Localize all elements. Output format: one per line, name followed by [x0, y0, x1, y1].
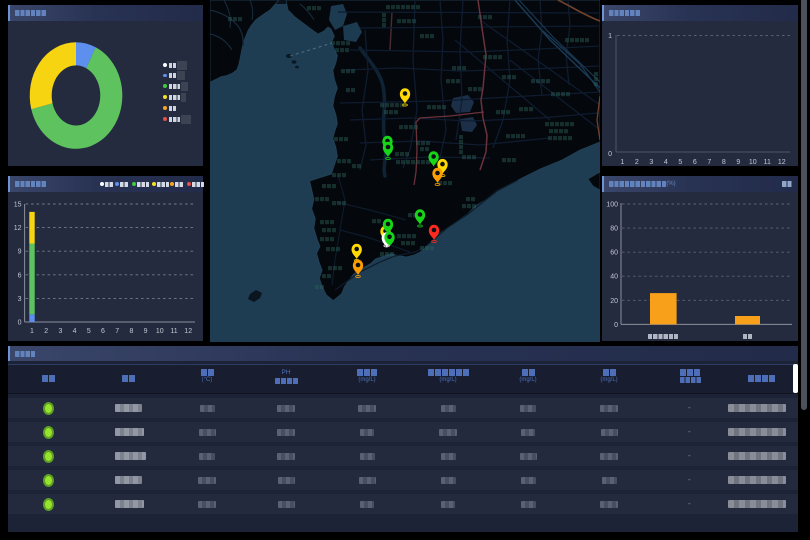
- svg-text:1: 1: [608, 33, 612, 40]
- svg-text:7: 7: [707, 159, 711, 166]
- svg-text:12: 12: [184, 328, 192, 335]
- svg-text:11: 11: [170, 328, 177, 335]
- svg-text:100: 100: [606, 202, 618, 209]
- svg-text:4: 4: [73, 328, 77, 335]
- svg-text:12: 12: [778, 159, 786, 166]
- svg-text:0: 0: [614, 322, 618, 329]
- svg-text:10: 10: [749, 159, 757, 166]
- svg-text:20: 20: [610, 298, 618, 305]
- svg-text:2: 2: [44, 328, 48, 335]
- svg-text:0: 0: [608, 151, 612, 158]
- svg-text:40: 40: [610, 274, 618, 281]
- svg-text:7: 7: [115, 328, 119, 335]
- svg-text:8: 8: [722, 159, 726, 166]
- svg-text:6: 6: [18, 272, 22, 279]
- svg-text:4: 4: [664, 159, 668, 166]
- svg-text:1: 1: [620, 159, 624, 166]
- svg-text:0: 0: [18, 320, 22, 327]
- svg-text:2: 2: [635, 159, 639, 166]
- svg-text:3: 3: [18, 296, 22, 303]
- svg-text:5: 5: [87, 328, 91, 335]
- svg-text:3: 3: [58, 328, 62, 335]
- svg-text:9: 9: [144, 328, 148, 335]
- svg-text:8: 8: [129, 328, 133, 335]
- svg-text:9: 9: [736, 159, 740, 166]
- svg-text:6: 6: [101, 328, 105, 335]
- svg-text:1: 1: [30, 328, 34, 335]
- svg-text:15: 15: [14, 202, 22, 209]
- svg-text:10: 10: [156, 328, 164, 335]
- svg-text:9: 9: [18, 249, 22, 256]
- svg-text:60: 60: [610, 250, 618, 257]
- svg-text:12: 12: [14, 225, 22, 232]
- svg-text:80: 80: [610, 226, 618, 233]
- svg-text:3: 3: [649, 159, 653, 166]
- svg-text:5: 5: [678, 159, 682, 166]
- svg-text:6: 6: [693, 159, 697, 166]
- svg-text:11: 11: [764, 159, 771, 166]
